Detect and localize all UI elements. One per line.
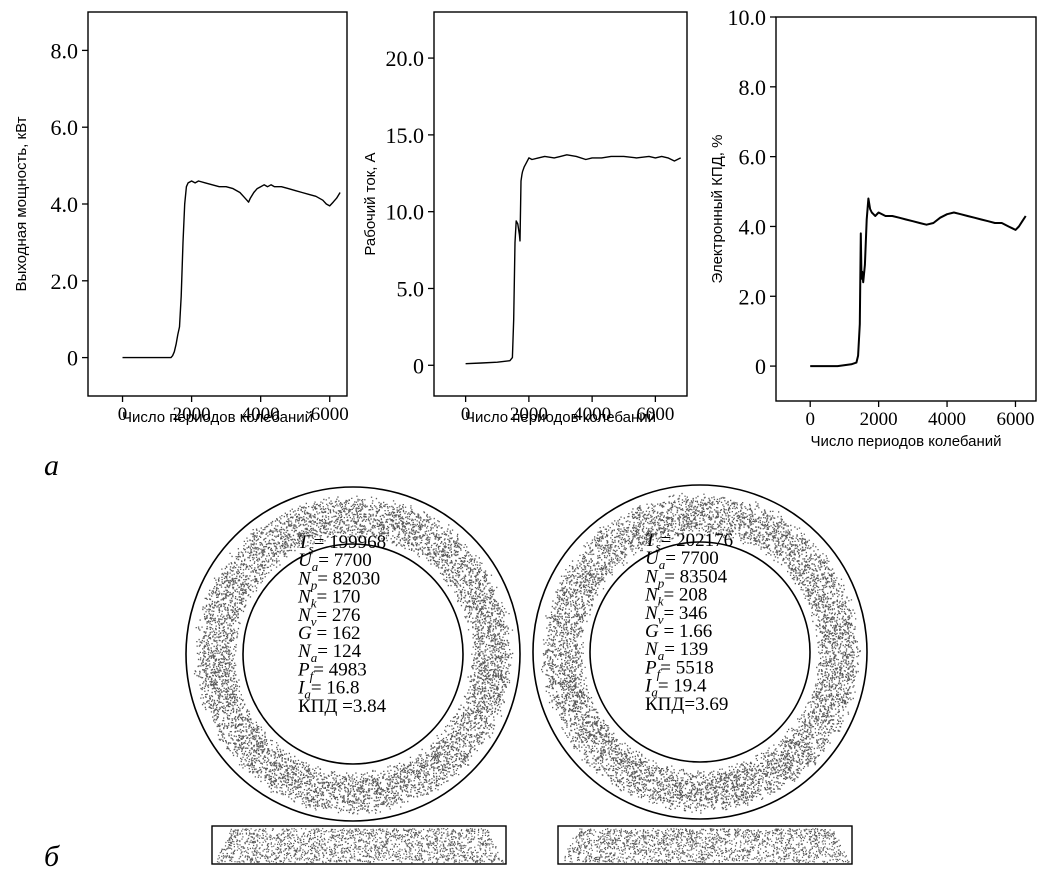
param-line: Ua= 7700 (298, 550, 372, 574)
panel-a-label: а (44, 449, 59, 482)
outer-circle (185, 486, 521, 822)
param-line: Np= 83504 (644, 566, 728, 590)
x-axis-label: Число периодов колебаний (122, 409, 313, 426)
x-tick-label: 6000 (636, 404, 674, 425)
param-line: Np= 82030 (297, 568, 380, 592)
param-line: Pf= 4983 (297, 659, 367, 683)
y-tick-label: 10.0 (728, 5, 767, 30)
series-line (810, 197, 1027, 368)
x-tick-label: 2000 (173, 404, 211, 425)
y-tick-label: 6.0 (739, 145, 767, 170)
y-tick-label: 0 (67, 346, 78, 371)
y-tick-label: 4.0 (739, 214, 767, 239)
x-tick-label: 6000 (311, 404, 349, 425)
plot-frame (775, 16, 1037, 402)
plot-frame (87, 11, 348, 397)
strip-dots (564, 828, 850, 864)
y-tick-label: 10.0 (386, 200, 425, 225)
y-tick-label: 2.0 (51, 269, 79, 294)
param-line: Ia= 16.8 (297, 678, 360, 702)
param-line: G = 1.66 (645, 621, 712, 642)
inner-circle (242, 543, 464, 765)
y-tick-label: 0 (755, 354, 766, 379)
y-tick-label: 15.0 (386, 123, 425, 148)
x-tick-label: 2000 (860, 409, 898, 430)
param-line: Pf= 5518 (644, 657, 714, 681)
y-tick-label: 8.0 (51, 38, 79, 63)
param-line: Ts= 202176 (645, 530, 733, 554)
param-line: Nk= 170 (297, 587, 360, 611)
param-line: Na= 139 (644, 639, 708, 663)
y-tick-label: 2.0 (739, 284, 767, 309)
plot-frame (433, 11, 688, 397)
y-axis-label: Выходная мощность, кВт (13, 116, 30, 291)
side-view-strip (211, 825, 507, 865)
y-axis-label: Рабочий ток, А (362, 152, 379, 255)
x-axis-label: Число периодов колебаний (465, 409, 656, 426)
param-line: Nk= 208 (644, 585, 707, 609)
y-axis-label: Электронный КПД, % (709, 135, 726, 284)
x-tick-label: 4000 (242, 404, 280, 425)
x-tick-label: 0 (461, 404, 471, 425)
param-line: Nv= 276 (297, 605, 360, 629)
series-line (465, 154, 682, 365)
series-line (122, 180, 341, 359)
y-tick-label: 20.0 (386, 46, 425, 71)
outer-circle (532, 484, 868, 820)
side-view-strip (557, 825, 853, 865)
kpd-line: КПД=3.69 (645, 694, 728, 715)
y-tick-label: 0 (413, 353, 424, 378)
y-tick-label: 6.0 (51, 115, 79, 140)
strip-frame (211, 825, 507, 865)
x-tick-label: 0 (118, 404, 128, 425)
kpd-line: КПД =3.84 (298, 696, 387, 717)
x-tick-label: 0 (805, 409, 815, 430)
panel-b-label: б (44, 840, 60, 873)
x-tick-label: 4000 (573, 404, 611, 425)
param-line: G = 162 (298, 623, 360, 644)
param-line: Ia= 19.4 (644, 676, 707, 700)
param-line: Ua= 7700 (645, 548, 719, 572)
x-tick-label: 4000 (928, 409, 966, 430)
y-tick-label: 4.0 (51, 192, 79, 217)
x-tick-label: 2000 (510, 404, 548, 425)
inner-circle (589, 541, 811, 763)
x-tick-label: 6000 (996, 409, 1034, 430)
y-tick-label: 5.0 (397, 276, 425, 301)
x-axis-label: Число периодов колебаний (810, 433, 1001, 450)
y-tick-label: 8.0 (739, 75, 767, 100)
chart-3: 0 2.0 4.0 6.0 8.0 10.0 0 2000 4000 6000 Число пери… (709, 5, 1037, 450)
param-line: Ts= 199968 (298, 532, 386, 556)
strip-dots (216, 828, 504, 864)
param-line: Na= 124 (297, 641, 362, 665)
param-line: Nv= 346 (644, 603, 707, 627)
strip-frame (557, 825, 853, 865)
